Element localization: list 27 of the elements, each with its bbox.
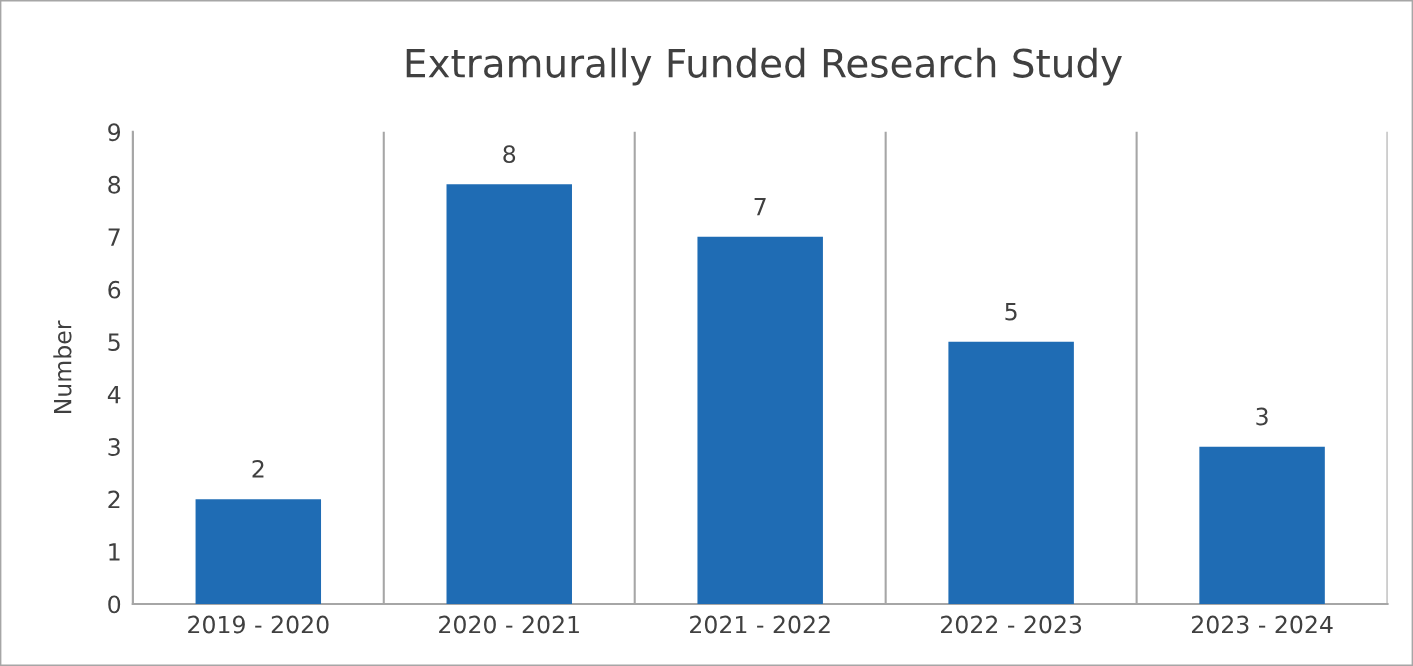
y-tick-label: 1	[109, 543, 120, 561]
y-tick-label: 6	[108, 280, 121, 299]
bar	[446, 184, 572, 605]
data-label: 8	[503, 145, 516, 164]
x-tick-label: 2023 - 2024	[1191, 615, 1333, 634]
bar	[948, 341, 1074, 605]
y-tick-label: 7	[108, 228, 120, 246]
y-tick-label: 2	[108, 490, 120, 509]
y-tick-label: 4	[107, 385, 121, 404]
data-label: 7	[754, 198, 766, 216]
y-tick-label: 0	[108, 595, 121, 614]
x-tick-label: 2020 - 2021	[439, 615, 579, 634]
y-tick-label: 3	[108, 438, 120, 456]
bar	[697, 236, 823, 605]
data-label: 3	[1256, 407, 1268, 426]
y-tick-label: 5	[108, 333, 120, 352]
bar	[195, 499, 322, 605]
chart-title: Extramurally Funded Research Study	[406, 47, 1122, 86]
data-label: 5	[1005, 302, 1017, 321]
x-tick-label: 2022 - 2023	[941, 615, 1082, 634]
data-label: 2	[252, 460, 264, 478]
y-tick-label: 9	[108, 123, 121, 142]
y-axis-title: Number	[53, 320, 72, 414]
y-tick-label: 8	[108, 175, 121, 194]
bar	[1199, 446, 1325, 605]
x-tick-label: 2021 - 2022	[690, 615, 830, 634]
x-tick-label: 2019 - 2020	[188, 615, 329, 634]
